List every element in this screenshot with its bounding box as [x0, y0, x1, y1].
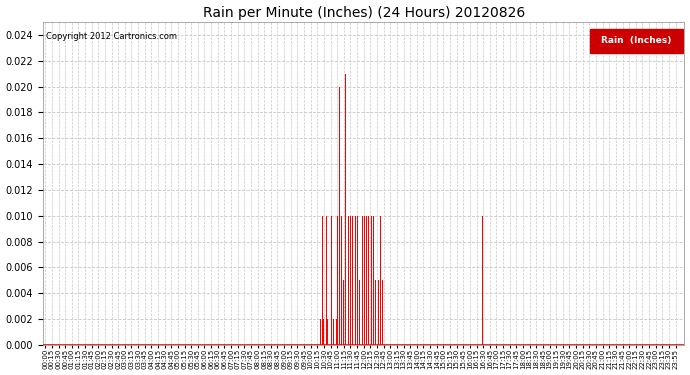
Bar [350, 216, 351, 345]
Bar [331, 216, 333, 345]
Bar [323, 319, 324, 345]
Bar [345, 74, 346, 345]
Bar [320, 319, 321, 345]
Bar [346, 216, 347, 345]
Bar [380, 216, 381, 345]
Bar [361, 216, 362, 345]
Bar [336, 319, 337, 345]
Bar [482, 216, 483, 345]
Bar [378, 280, 380, 345]
Bar [366, 216, 367, 345]
Bar [343, 280, 344, 345]
Bar [327, 319, 328, 345]
Text: Rain  (Inches): Rain (Inches) [601, 36, 671, 45]
Bar [373, 216, 374, 345]
Bar [353, 280, 355, 345]
Bar [348, 216, 349, 345]
Bar [364, 216, 365, 345]
Title: Rain per Minute (Inches) (24 Hours) 20120826: Rain per Minute (Inches) (24 Hours) 2012… [203, 6, 525, 20]
FancyBboxPatch shape [589, 28, 682, 53]
Bar [337, 216, 338, 345]
Bar [352, 216, 353, 345]
Bar [339, 87, 340, 345]
Bar [357, 216, 358, 345]
Bar [362, 216, 363, 345]
Text: Copyright 2012 Cartronics.com: Copyright 2012 Cartronics.com [46, 32, 177, 41]
Bar [370, 280, 371, 345]
Bar [371, 216, 372, 345]
Bar [382, 280, 383, 345]
Bar [355, 216, 356, 345]
